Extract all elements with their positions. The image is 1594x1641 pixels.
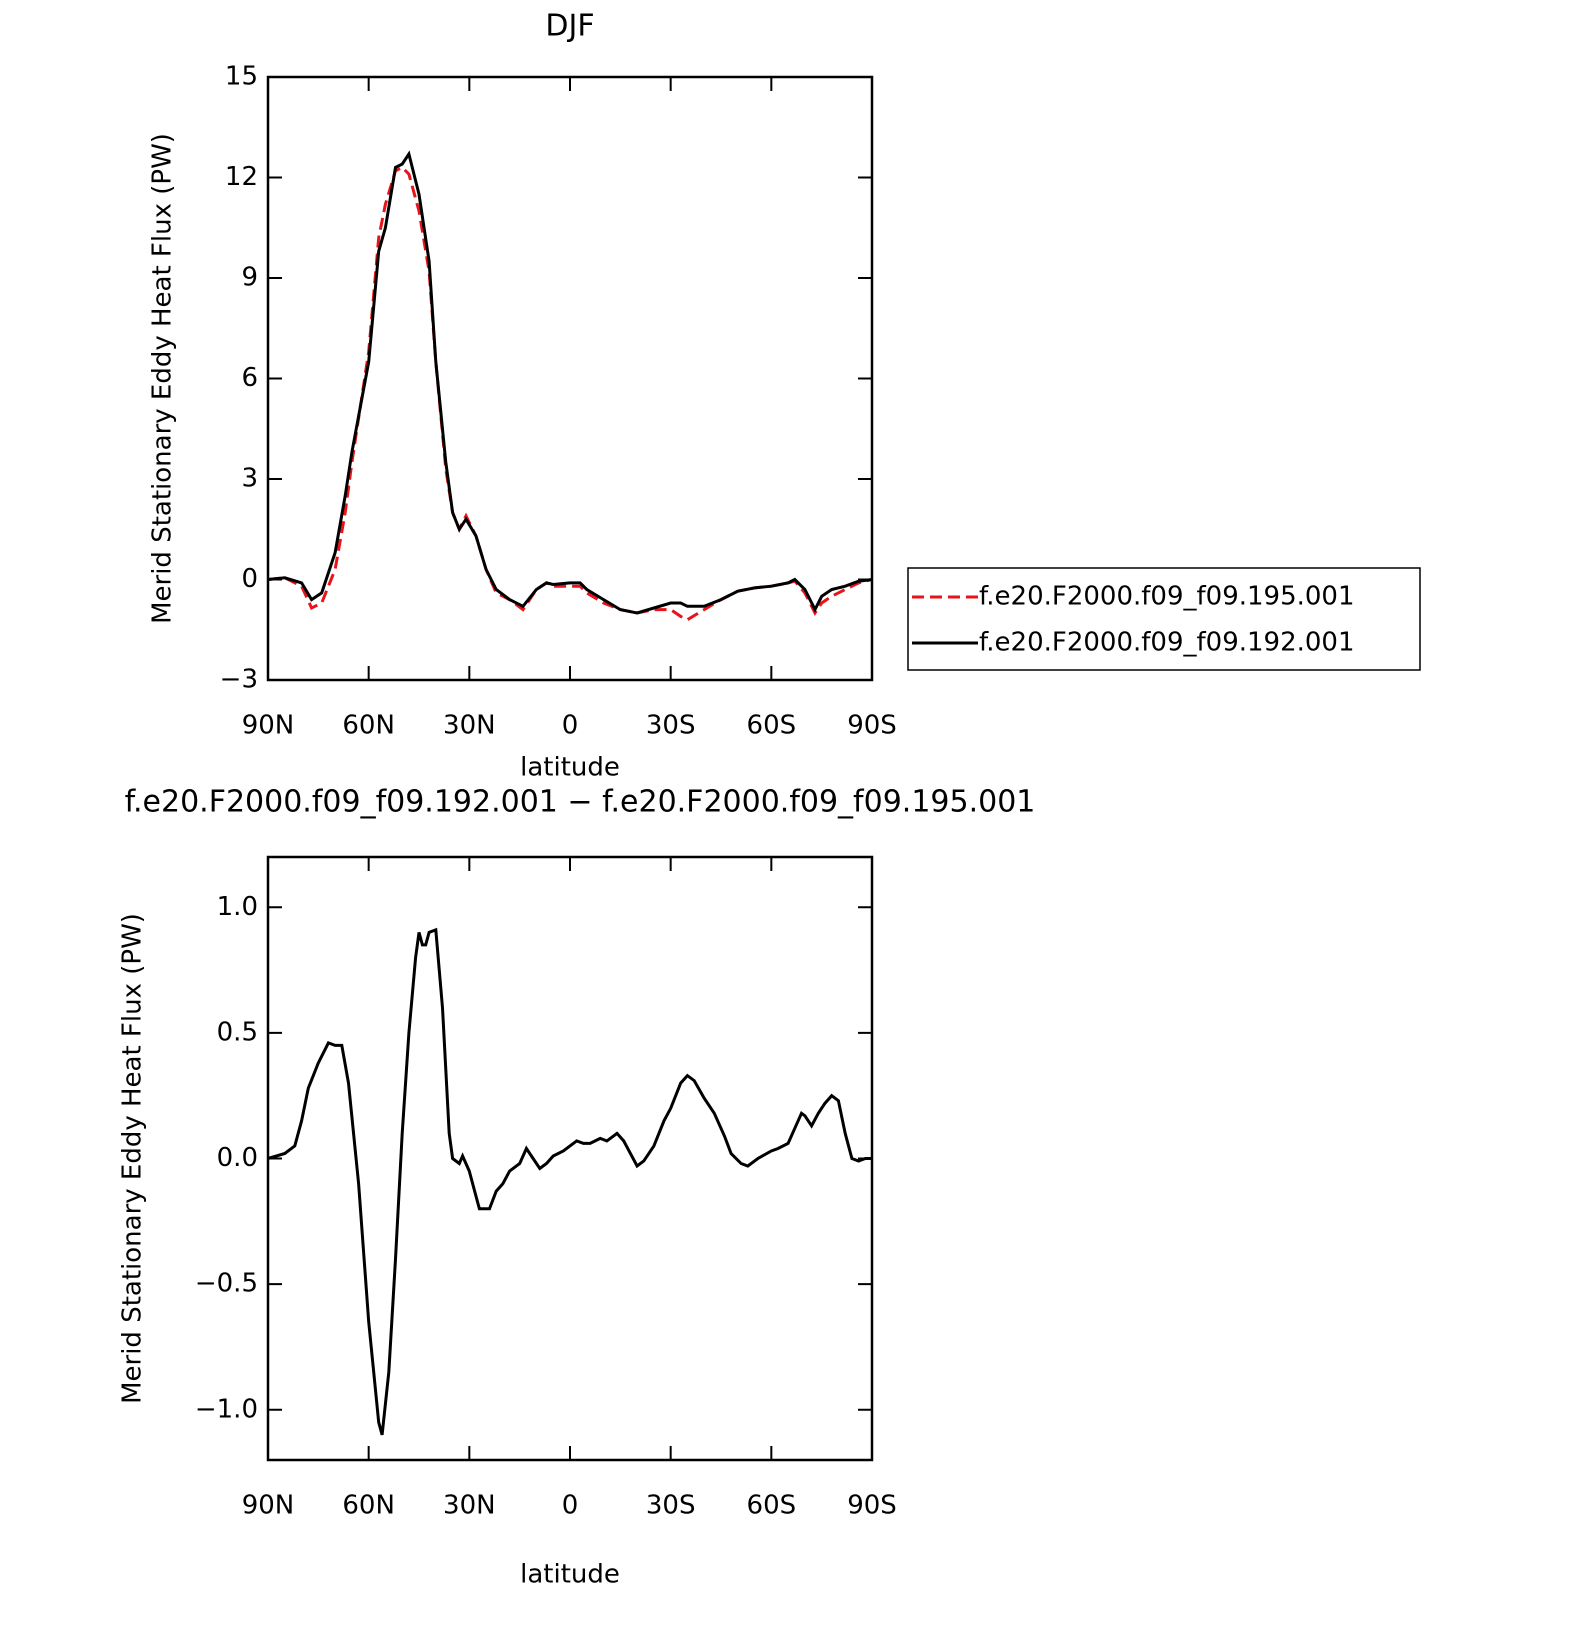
legend-box [907,567,1421,671]
data-line [267,150,873,615]
x-tick-label: 30S [646,1491,696,1521]
y-tick-label: 0.5 [217,1017,258,1047]
y-tick-label: 9 [241,263,258,293]
x-axis-label: latitude [520,753,620,783]
y-axis-label: Merid Stationary Eddy Heat Flux (PW) [148,133,178,624]
x-axis-label: latitude [520,1560,620,1590]
data-line [267,927,872,1436]
y-tick-label: 15 [225,62,258,92]
y-tick-label: 0 [241,564,258,594]
x-tick-label: 60N [342,711,395,741]
legend: f.e20.F2000.f09_f09.195.001 f.e20.F2000.f… [907,567,1421,671]
y-tick-label: 0.0 [217,1143,258,1173]
y-axis-label: Merid Stationary Eddy Heat Flux (PW) [118,913,148,1404]
x-tick-label: 30N [443,711,496,741]
chart-title: f.e20.F2000.f09_f09.192.001 − f.e20.F200… [125,785,1036,820]
y-tick-label: 12 [225,162,258,192]
y-tick-label: −1.0 [195,1394,258,1424]
x-tick-label: 90S [847,711,897,741]
y-tick-label: 6 [241,363,258,393]
x-tick-label: 0 [562,1491,579,1521]
x-tick-label: 60S [747,711,797,741]
y-tick-label: 3 [241,464,258,494]
x-tick-label: 90S [847,1491,897,1521]
y-tick-label: −0.5 [195,1269,258,1299]
x-tick-label: 90N [242,711,295,741]
x-tick-label: 90N [242,1491,295,1521]
legend-label: f.e20.F2000.f09_f09.192.001 [979,628,1355,658]
x-tick-label: 30S [646,711,696,741]
x-tick-label: 60N [342,1491,395,1521]
data-line [267,165,873,622]
y-tick-label: −3 [220,665,258,695]
plot-frame [266,855,874,1462]
plot-frame [266,75,874,682]
chart-title: DJF [545,9,594,44]
x-tick-label: 30N [443,1491,496,1521]
y-tick-label: 1.0 [217,892,258,922]
legend-label: f.e20.F2000.f09_f09.195.001 [979,582,1355,612]
x-tick-label: 60S [747,1491,797,1521]
x-tick-label: 0 [562,711,579,741]
